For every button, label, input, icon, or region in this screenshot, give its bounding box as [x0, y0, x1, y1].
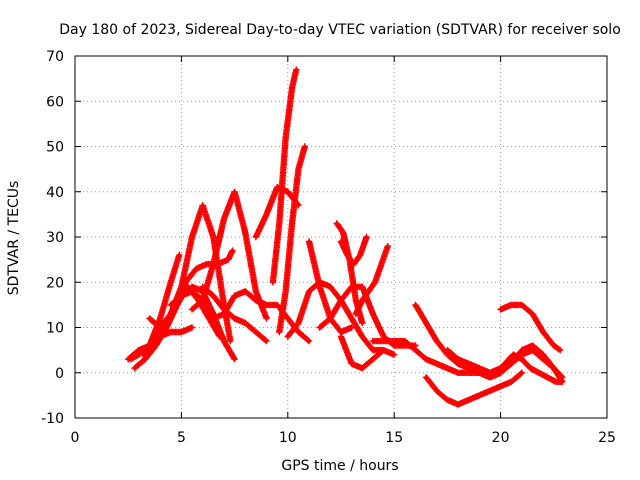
- y-tick-label: 20: [46, 275, 64, 291]
- x-tick-label: 10: [279, 430, 297, 446]
- y-axis-ticks: -10 0 10 20 30 40 50 60 70: [41, 49, 607, 427]
- y-tick-label: 40: [46, 185, 64, 201]
- y-axis-label: SDTVAR / TECUs: [6, 181, 22, 296]
- series-pass-11: [269, 66, 300, 286]
- series-pass-22: [422, 369, 526, 408]
- series-pass-21: [412, 301, 566, 381]
- x-tick-label: 25: [598, 430, 616, 446]
- series-line: [354, 244, 390, 316]
- y-tick-label: 0: [55, 366, 64, 382]
- series-pass-24: [497, 301, 564, 354]
- y-tick-label: -10: [41, 411, 64, 427]
- y-tick-label: 30: [46, 230, 64, 246]
- series-line: [254, 185, 301, 239]
- series-line: [200, 285, 269, 343]
- series-markers: [422, 369, 526, 408]
- series-pass-19: [352, 242, 391, 318]
- plot-series: [125, 66, 566, 408]
- series-line: [190, 190, 269, 321]
- x-axis-label: GPS time / hours: [281, 458, 398, 474]
- y-tick-label: 60: [46, 94, 64, 110]
- series-pass-12: [276, 143, 308, 336]
- series-line: [498, 303, 562, 352]
- series-line: [271, 67, 299, 285]
- chart-title: Day 180 of 2023, Sidereal Day-to-day VTE…: [59, 22, 621, 38]
- series-line: [413, 303, 565, 380]
- y-tick-label: 50: [46, 140, 64, 156]
- x-tick-label: 5: [177, 430, 186, 446]
- series-line: [158, 325, 194, 339]
- x-axis-ticks: 0 5 10 15 20 25: [71, 56, 616, 446]
- series-pass-10: [252, 184, 302, 241]
- series-line: [147, 203, 233, 343]
- x-tick-label: 0: [71, 430, 80, 446]
- series-line: [317, 285, 418, 348]
- series-line: [339, 334, 386, 370]
- series-pass-03: [127, 251, 183, 363]
- series-pass-13: [284, 279, 398, 358]
- series-line: [277, 144, 307, 334]
- series-line: [494, 352, 565, 384]
- series-line: [169, 289, 311, 343]
- series-line: [509, 343, 565, 384]
- series-pass-05: [139, 247, 236, 358]
- y-tick-label: 70: [46, 49, 64, 65]
- series-line: [424, 371, 524, 407]
- x-tick-label: 15: [385, 430, 403, 446]
- series-pass-18: [337, 333, 387, 372]
- series-pass-26: [508, 342, 566, 385]
- series-line: [128, 253, 182, 361]
- y-tick-label: 10: [46, 321, 64, 337]
- series-pass-09: [199, 283, 270, 345]
- x-tick-label: 20: [492, 430, 510, 446]
- series-pass-06: [156, 324, 196, 340]
- series-line: [141, 248, 235, 357]
